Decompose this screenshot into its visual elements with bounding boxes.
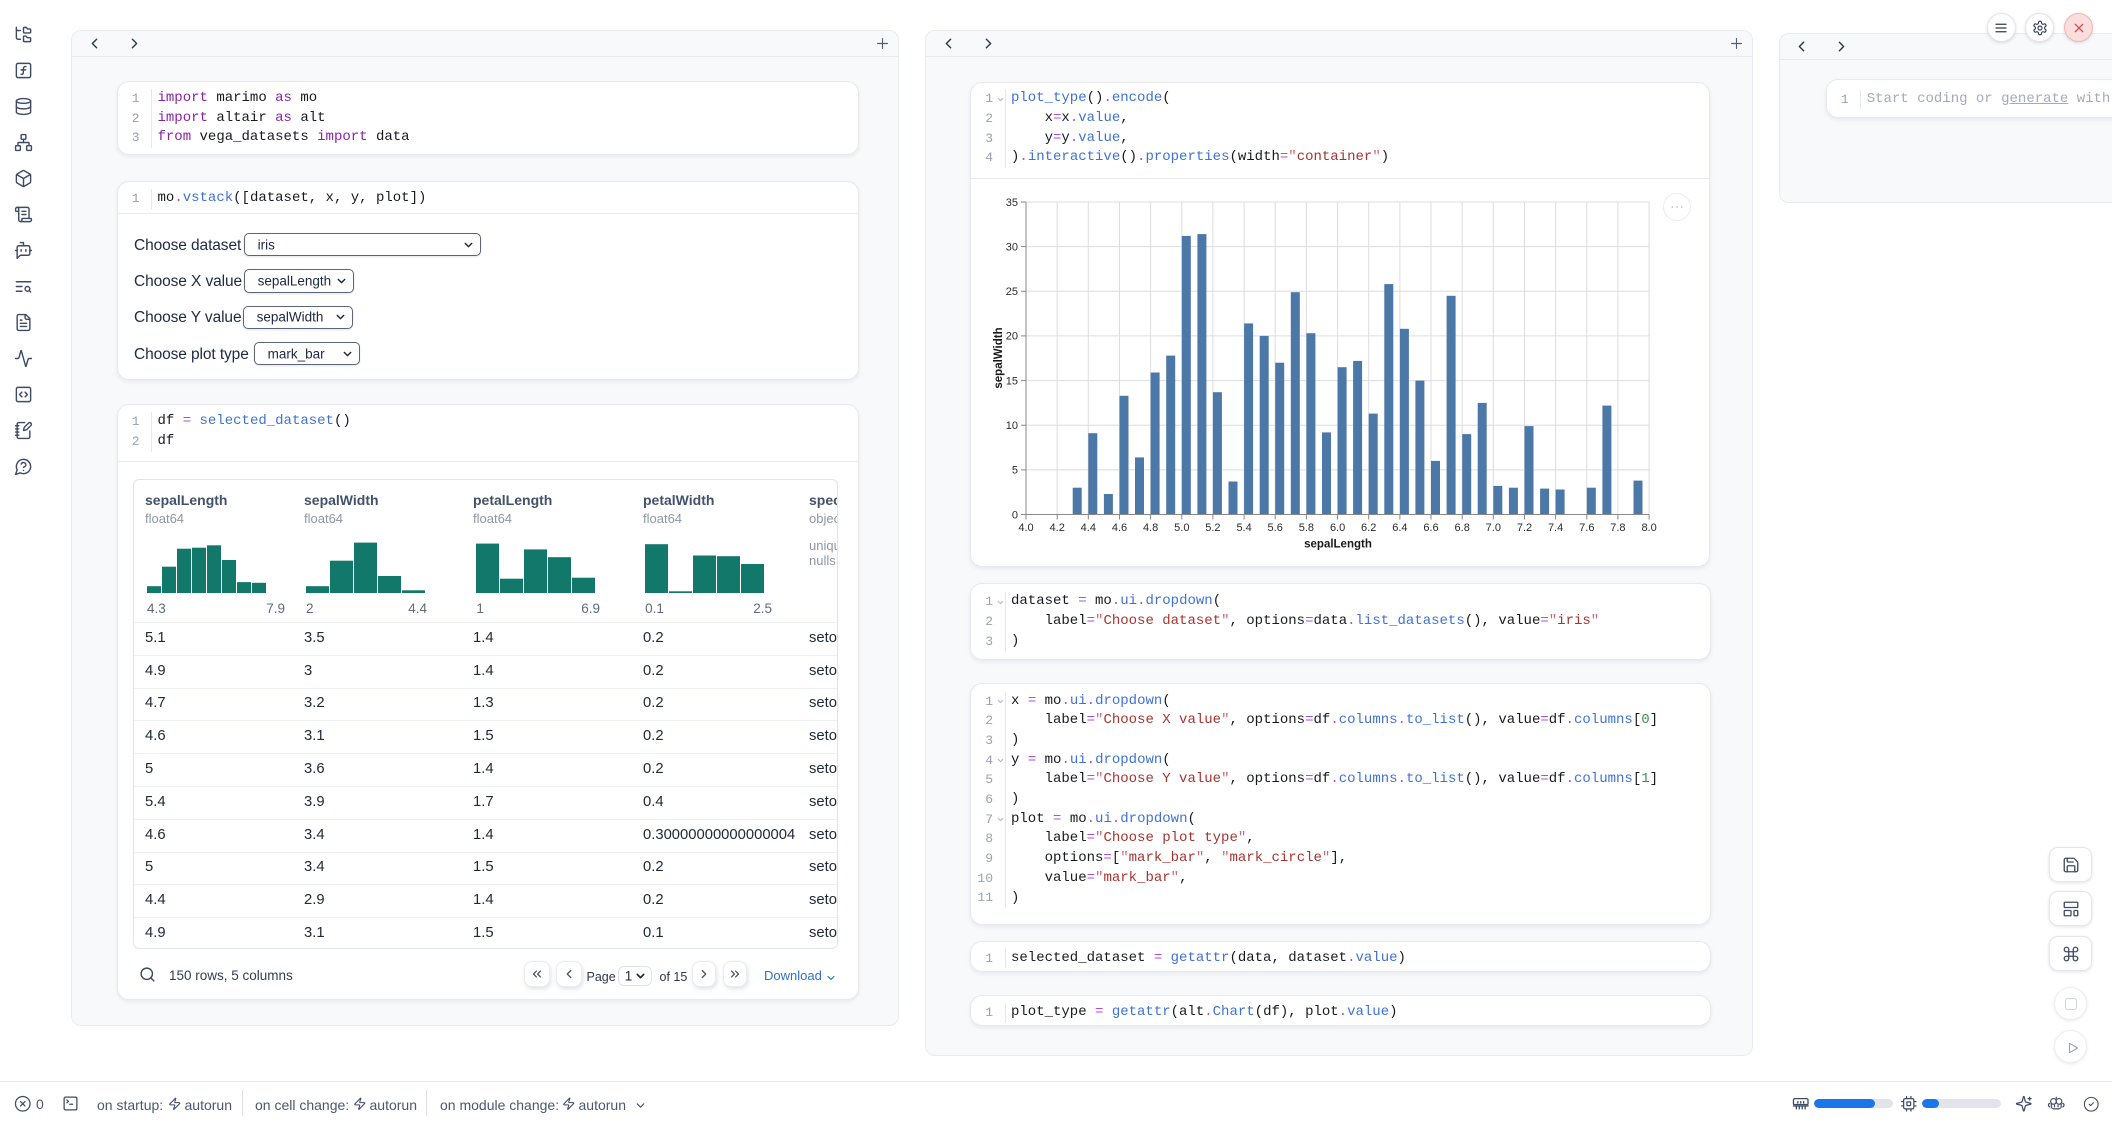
svg-text:0: 0	[1012, 509, 1018, 521]
svg-text:30: 30	[1006, 241, 1018, 253]
svg-text:5.6: 5.6	[1268, 522, 1283, 534]
svg-text:6.0: 6.0	[1330, 522, 1345, 534]
svg-text:25: 25	[1006, 286, 1018, 298]
svg-text:5: 5	[1012, 464, 1018, 476]
svg-text:35: 35	[1006, 196, 1018, 208]
svg-text:5.8: 5.8	[1299, 522, 1314, 534]
svg-text:6.8: 6.8	[1455, 522, 1470, 534]
svg-text:5.4: 5.4	[1236, 522, 1251, 534]
svg-text:sepalLength: sepalLength	[1304, 538, 1372, 550]
svg-text:4.0: 4.0	[1018, 522, 1033, 534]
svg-text:7.8: 7.8	[1610, 522, 1625, 534]
svg-text:6.6: 6.6	[1423, 522, 1438, 534]
svg-text:7.2: 7.2	[1517, 522, 1532, 534]
svg-text:7.0: 7.0	[1486, 522, 1501, 534]
svg-text:15: 15	[1006, 375, 1018, 387]
svg-text:7.4: 7.4	[1548, 522, 1563, 534]
svg-text:5.2: 5.2	[1205, 522, 1220, 534]
svg-text:6.4: 6.4	[1392, 522, 1407, 534]
svg-text:sepalWidth: sepalWidth	[993, 327, 1005, 388]
svg-text:4.2: 4.2	[1050, 522, 1065, 534]
svg-text:20: 20	[1006, 330, 1018, 342]
svg-text:5.0: 5.0	[1174, 522, 1189, 534]
svg-text:10: 10	[1006, 420, 1018, 432]
svg-text:8.0: 8.0	[1641, 522, 1656, 534]
svg-text:4.8: 4.8	[1143, 522, 1158, 534]
svg-text:4.4: 4.4	[1081, 522, 1096, 534]
svg-text:7.6: 7.6	[1579, 522, 1594, 534]
svg-text:4.6: 4.6	[1112, 522, 1127, 534]
svg-text:6.2: 6.2	[1361, 522, 1376, 534]
